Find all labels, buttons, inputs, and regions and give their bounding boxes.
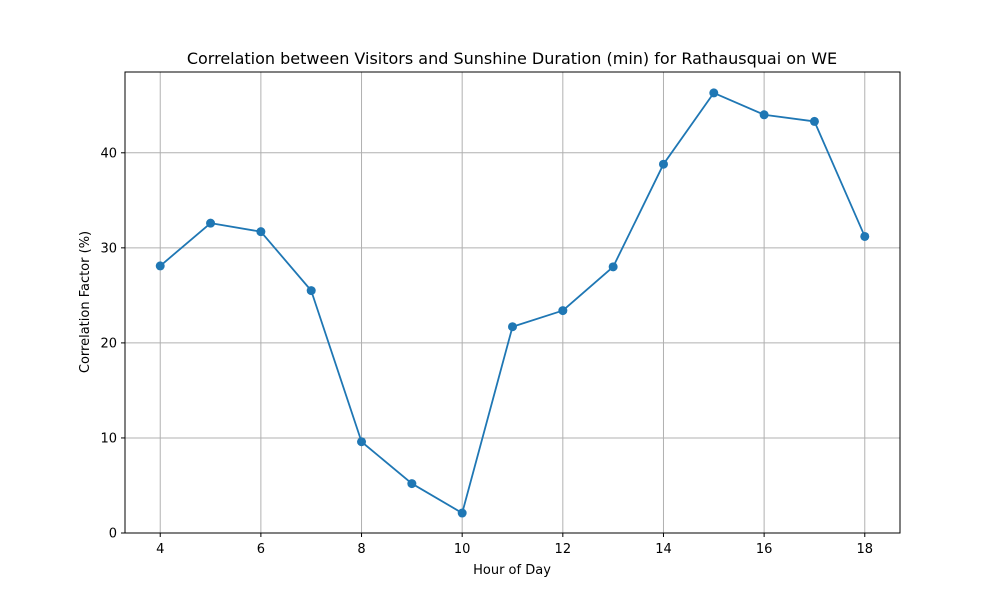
y-axis-label: Correlation Factor (%) — [78, 231, 93, 373]
data-point — [357, 437, 367, 447]
x-tick-label: 12 — [555, 542, 572, 557]
data-point — [155, 261, 165, 271]
plot-frame — [124, 71, 901, 534]
data-point — [256, 227, 266, 237]
series-layer — [155, 88, 870, 518]
x-tick-label: 18 — [856, 542, 873, 557]
y-tick-label: 30 — [100, 241, 117, 256]
data-point — [809, 116, 819, 126]
y-tick-label: 10 — [100, 431, 117, 446]
x-tick-label: 8 — [357, 542, 365, 557]
y-tick-label: 0 — [109, 527, 117, 542]
data-point — [407, 479, 417, 489]
x-tick-label: 16 — [756, 542, 773, 557]
x-axis: 4 6 8 10 12 14 16 18 — [156, 533, 873, 557]
x-tick-label: 6 — [257, 542, 265, 557]
data-point — [860, 231, 870, 241]
x-tick-label: 14 — [655, 542, 672, 557]
data-point — [709, 88, 719, 98]
y-axis: 0 10 20 30 40 — [100, 146, 125, 542]
data-point — [206, 218, 216, 228]
data-point — [658, 159, 668, 169]
data-point — [608, 262, 618, 272]
y-tick-label: 20 — [100, 336, 117, 351]
data-point — [457, 508, 467, 518]
data-point — [759, 110, 769, 120]
data-point — [508, 322, 517, 332]
x-tick-label: 10 — [454, 542, 471, 557]
chart-title: Correlation between Visitors and Sunshin… — [187, 49, 837, 68]
plot-background — [125, 72, 900, 533]
data-point — [558, 306, 568, 316]
data-point — [306, 286, 316, 296]
x-axis-label: Hour of Day — [473, 563, 551, 578]
y-tick-label: 40 — [100, 146, 117, 161]
x-tick-label: 4 — [156, 542, 164, 557]
